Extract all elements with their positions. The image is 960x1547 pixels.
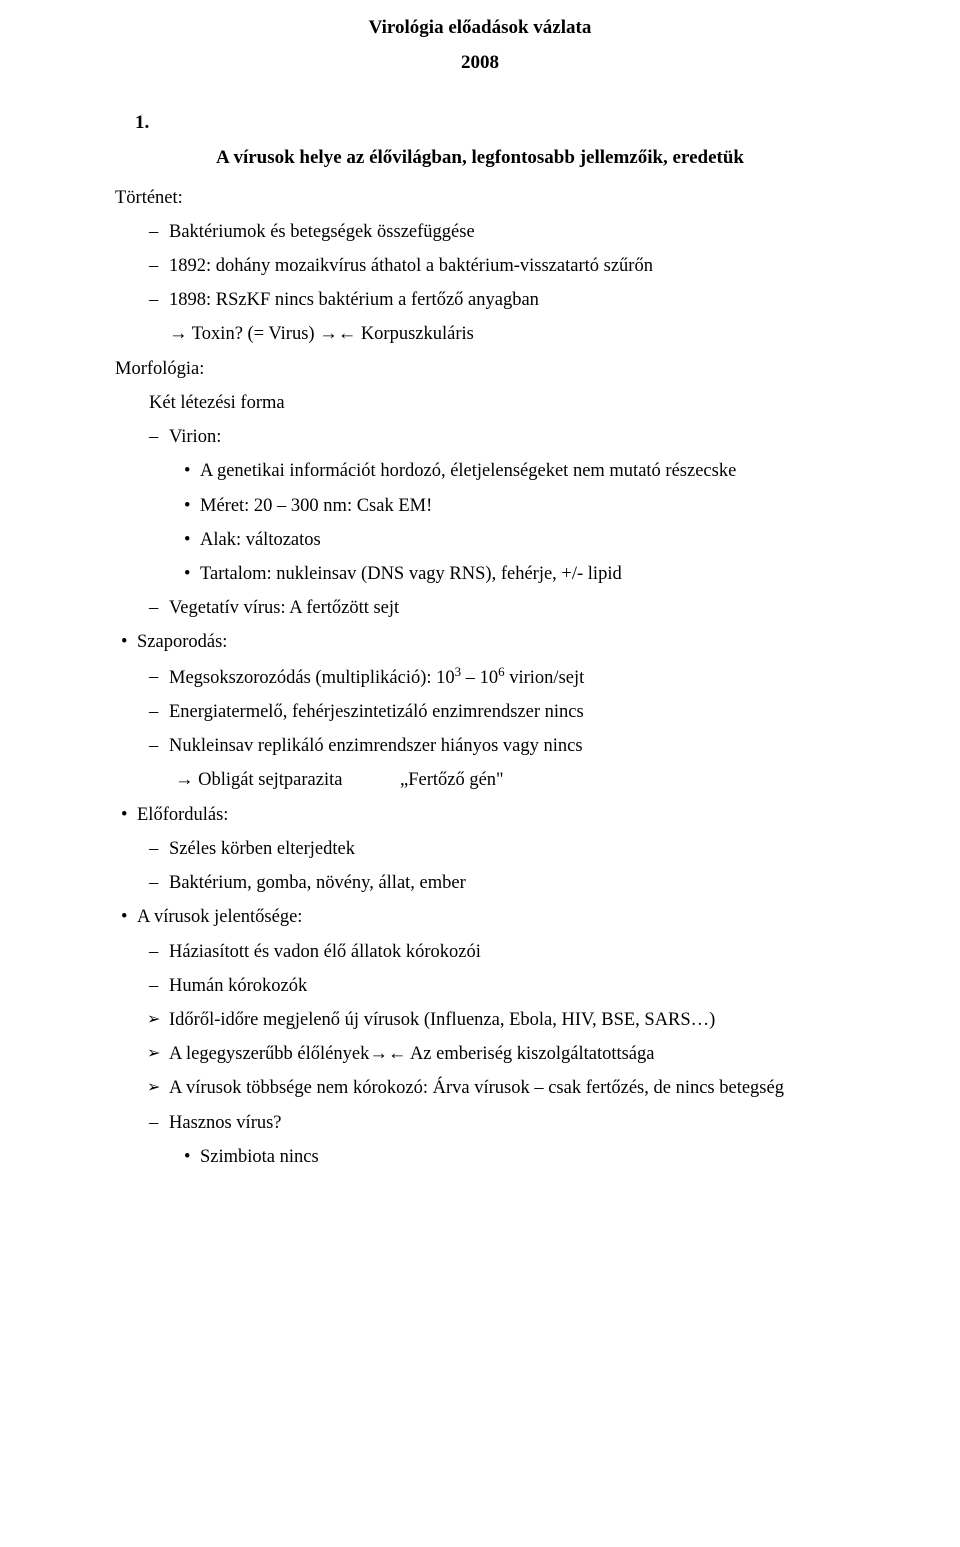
list-item: Baktériumok és betegségek összefüggése [149, 215, 845, 249]
morfologia-label: Morfológia: [115, 352, 845, 386]
text: – 10 [461, 668, 498, 688]
list-item: Energiatermelő, fehérjeszintetizáló enzi… [149, 695, 845, 729]
list-item: Időről-időre megjelenő új vírusok (Influ… [149, 1003, 845, 1037]
obligat-a: → Obligát sejtparazita [175, 763, 400, 797]
list-item: 1898: RSzKF nincs baktérium a fertőző an… [149, 283, 845, 317]
list-item: A vírusok többsége nem kórokozó: Árva ví… [149, 1071, 845, 1105]
obligat-line: → Obligát sejtparazita „Fertőző gén" [175, 763, 845, 797]
list-item: A genetikai információt hordozó, életjel… [178, 454, 845, 488]
doc-title: Virológia előadások vázlata [115, 10, 845, 45]
list-item: Méret: 20 – 300 nm: Csak EM! [178, 489, 845, 523]
hasznos-line: Hasznos vírus? [149, 1106, 845, 1140]
list-item: Alak: változatos [178, 523, 845, 557]
szaporodas-label: Szaporodás: [115, 625, 845, 659]
toxin-line: → Toxin? (= Virus) →← Korpuszkuláris [169, 317, 845, 351]
jelent-label: A vírusok jelentősége: [115, 900, 845, 934]
vegetativ-line: Vegetatív vírus: A fertőzött sejt [149, 591, 845, 625]
tortenet-label: Történet: [115, 181, 845, 215]
list-item: Széles körben elterjedtek [149, 832, 845, 866]
forma-line: Két létezési forma [149, 386, 845, 420]
text: Megsokszorozódás (multiplikáció): 10 [169, 668, 455, 688]
list-item: Nukleinsav replikáló enzimrendszer hiány… [149, 729, 845, 763]
list-item: Tartalom: nukleinsav (DNS vagy RNS), feh… [178, 557, 845, 591]
text: virion/sejt [505, 668, 585, 688]
szimbiota-line: Szimbiota nincs [178, 1140, 845, 1174]
doc-year: 2008 [115, 45, 845, 80]
list-item: Megsokszorozódás (multiplikáció): 103 – … [149, 660, 845, 695]
list-item: Háziasított és vadon élő állatok kórokoz… [149, 935, 845, 969]
virion-label: Virion: [149, 420, 845, 454]
obligat-b: „Fertőző gén" [400, 763, 504, 797]
list-item: 1892: dohány mozaikvírus áthatol a bakté… [149, 249, 845, 283]
list-item: Baktérium, gomba, növény, állat, ember [149, 866, 845, 900]
elofordulas-label: Előfordulás: [115, 798, 845, 832]
list-item: A legegyszerűbb élőlények→← Az emberiség… [149, 1037, 845, 1071]
section-subtitle: A vírusok helye az élővilágban, legfonto… [115, 140, 845, 175]
section-number: 1. [135, 105, 845, 140]
list-item: Humán kórokozók [149, 969, 845, 1003]
